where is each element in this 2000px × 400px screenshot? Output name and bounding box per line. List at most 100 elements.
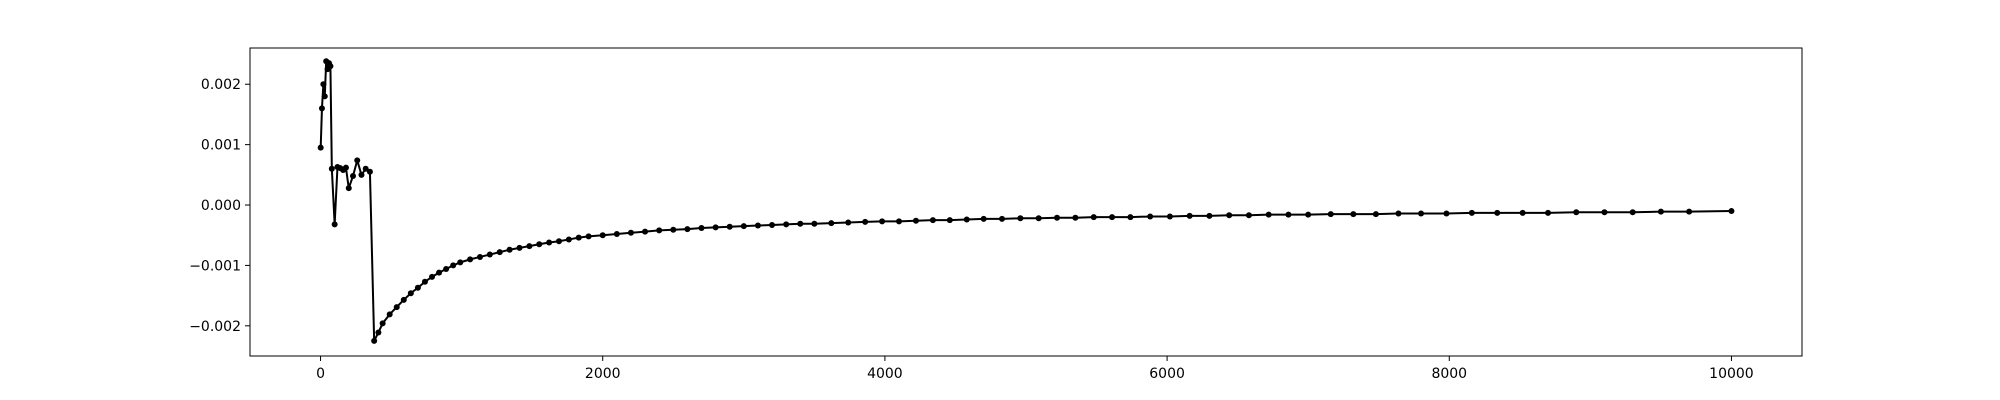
data-point [555, 238, 562, 245]
data-point [354, 157, 361, 164]
data-point [321, 93, 328, 100]
plot-area [317, 58, 1735, 344]
data-point [1686, 208, 1693, 215]
y-tick-label: −0.002 [189, 319, 241, 335]
data-point [828, 220, 835, 227]
data-point [349, 173, 356, 180]
data-point [845, 219, 852, 226]
data-point [421, 278, 428, 285]
data-point [811, 220, 818, 227]
data-point [414, 284, 421, 291]
data-point [1245, 212, 1252, 219]
data-point [613, 231, 620, 238]
data-point [1090, 214, 1097, 221]
data-point [1545, 209, 1552, 216]
data-point [400, 296, 407, 303]
data-point [375, 329, 382, 336]
data-point [1418, 210, 1425, 217]
data-point [980, 215, 987, 222]
data-point [963, 216, 970, 223]
data-point [1657, 208, 1664, 215]
data-point [726, 223, 733, 230]
data-point [1327, 211, 1334, 218]
x-tick-label: 2000 [585, 366, 621, 382]
data-point [946, 217, 953, 224]
data-point [929, 217, 936, 224]
data-point [486, 251, 493, 258]
data-point [1443, 210, 1450, 217]
data-point [599, 232, 606, 239]
data-point [328, 165, 335, 172]
data-point [526, 243, 533, 250]
data-point [1265, 211, 1272, 218]
data-point [740, 223, 747, 230]
data-point [862, 218, 869, 225]
data-point [1519, 209, 1526, 216]
data-point [362, 165, 369, 172]
data-point [506, 246, 513, 253]
x-axis-ticks: 0 2000 4000 6000 8000 10000 [316, 356, 1754, 382]
data-point [1573, 209, 1580, 216]
series-line [319, 60, 1732, 342]
data-point [371, 337, 378, 344]
data-point [1147, 213, 1154, 220]
data-point [386, 311, 393, 318]
x-tick-label: 0 [316, 366, 325, 382]
data-point [1035, 215, 1042, 222]
y-tick-label: 0.001 [201, 138, 241, 154]
data-point [1127, 214, 1134, 221]
data-point [429, 273, 436, 280]
data-point [656, 227, 663, 234]
data-point [754, 222, 761, 229]
data-point [712, 224, 719, 231]
data-point [879, 218, 886, 225]
data-point [345, 185, 352, 192]
y-tick-label: −0.001 [189, 258, 241, 274]
data-point [1350, 211, 1357, 218]
data-point [1305, 211, 1312, 218]
data-point [516, 244, 523, 251]
data-point [999, 215, 1006, 222]
y-tick-label: 0.000 [201, 198, 241, 214]
data-point [1109, 214, 1116, 221]
data-point [536, 241, 543, 248]
y-tick-label: 0.002 [201, 77, 241, 93]
data-point [575, 234, 582, 241]
data-point [1226, 212, 1233, 219]
data-point [698, 224, 705, 231]
data-point [565, 236, 572, 243]
data-point [407, 290, 414, 297]
data-point [684, 226, 691, 233]
data-point [585, 233, 592, 240]
data-point [896, 218, 903, 225]
data-point [1468, 209, 1475, 216]
data-point [467, 256, 474, 263]
data-point [366, 168, 373, 175]
data-point [1186, 212, 1193, 219]
data-point [318, 105, 325, 112]
data-point [476, 253, 483, 260]
data-point [670, 226, 677, 233]
data-point [443, 266, 450, 273]
data-point [320, 81, 327, 88]
data-point [1054, 214, 1061, 221]
data-point [393, 304, 400, 311]
data-point [1601, 209, 1608, 216]
data-point [1072, 214, 1079, 221]
data-point [1629, 209, 1636, 216]
data-point [1728, 208, 1735, 215]
data-point [797, 220, 804, 227]
data-point [546, 239, 553, 246]
data-point [342, 164, 349, 171]
data-point [627, 229, 634, 236]
data-point [912, 217, 919, 224]
x-tick-label: 10000 [1709, 366, 1754, 382]
axes-frame [249, 47, 1803, 357]
data-point [436, 269, 443, 276]
data-point [1017, 215, 1024, 222]
data-point [317, 144, 324, 151]
data-point [1285, 211, 1292, 218]
data-point [1395, 210, 1402, 217]
